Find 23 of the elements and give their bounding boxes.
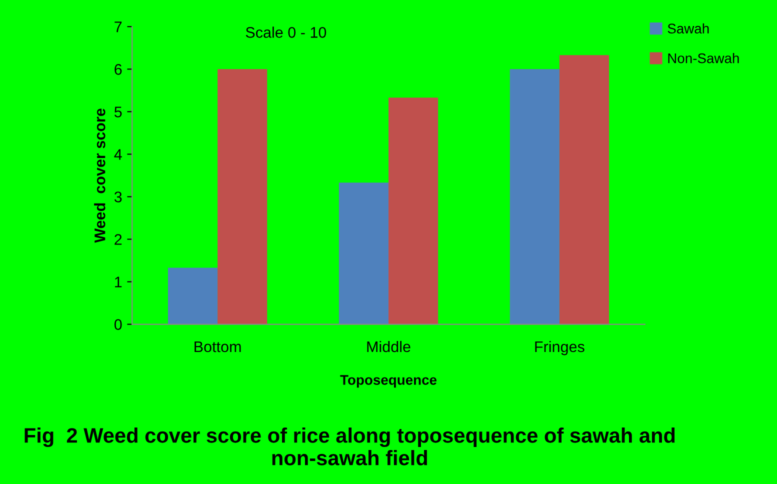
x-tick-label: Fringes [535, 340, 584, 356]
bar [559, 55, 610, 324]
y-axis-title: Weed cover score [94, 108, 106, 243]
text: Fig 2 Weed cover score of rice along toposequence of sawah and non-sawah field [24, 428, 675, 466]
y-tick-label: 2 [114, 234, 122, 245]
x-tick-label: Bottom [194, 342, 241, 352]
y-tick-label: 5 [114, 106, 122, 118]
y-tick-label: 3 [114, 192, 122, 202]
bar [168, 268, 218, 324]
legend-label: Sawah [668, 23, 709, 34]
bar [338, 182, 388, 324]
y-tick-label: 7 [114, 22, 122, 32]
y-tick-label: 4 [114, 149, 122, 160]
bar [218, 69, 268, 324]
bar [510, 69, 560, 324]
y-tick-label: 1 [115, 276, 122, 288]
x-axis-title: Toposequence [340, 375, 437, 388]
chart-subtitle: Scale 0 - 10 [246, 26, 326, 38]
legend-label: Non-Sawah [668, 53, 739, 64]
x-tick-label: Middle [367, 340, 410, 352]
bar [388, 98, 438, 324]
y-tick-label: 6 [114, 64, 122, 75]
y-tick-label: 0 [114, 319, 122, 330]
